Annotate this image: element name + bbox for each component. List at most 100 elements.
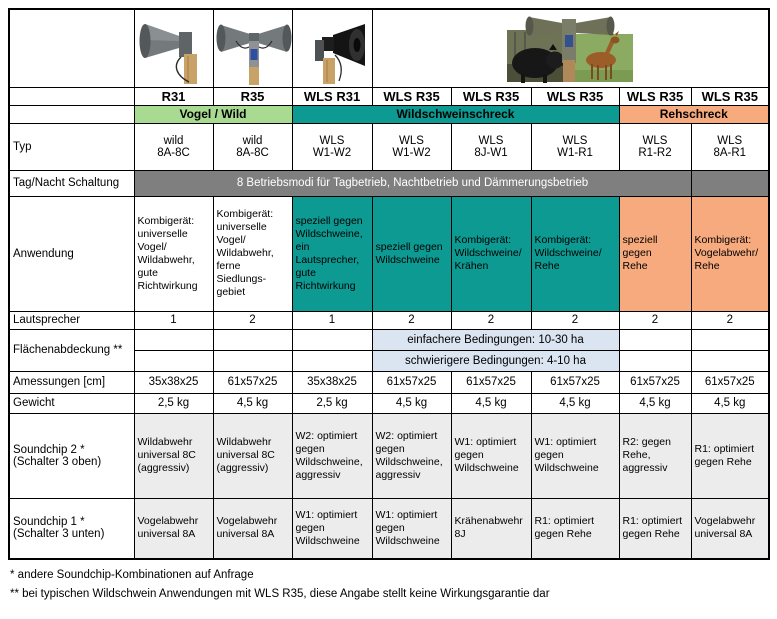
product-image-row xyxy=(8,8,770,88)
soundchip2-row-label: Soundchip 2 * (Schalter 3 oben) xyxy=(8,412,135,499)
typ-row: Typ wild 8A-8C wild 8A-8C WLS W1-W2 WLS … xyxy=(8,122,770,171)
lautsprecher-value-cell: 2 xyxy=(450,310,532,330)
anwendung-value-cell: Kombigerät: Vogelabwehr/ Rehe xyxy=(690,195,770,312)
horn-speaker-single-photo xyxy=(139,24,197,85)
band-rehschreck: Rehschreck xyxy=(618,104,770,124)
typ-row-label: Typ xyxy=(8,122,135,171)
lautsprecher-value-cell: 2 xyxy=(212,310,293,330)
soundchip1-value-cell: R1: optimiert gegen Rehe xyxy=(618,497,692,560)
flaechenabdeckung-row-2: schwierigere Bedingungen: 4-10 ha xyxy=(9,349,770,372)
gewicht-value-cell: 2,5 kg xyxy=(291,392,373,414)
soundchip1-value-cell: Vogelabwehr universal 8A xyxy=(212,497,293,560)
soundchip2-value-cell: R1: optimiert gegen Rehe xyxy=(690,412,770,499)
gewicht-value-cell: 4,5 kg xyxy=(618,392,692,414)
typ-value-cell: WLS W1-W2 xyxy=(291,122,373,171)
soundchip2-value-cell: W1: optimiert gegen Wildschweine xyxy=(450,412,532,499)
wls-r35-image-cell xyxy=(371,8,770,88)
schwierigere-bedingungen-cell: schwierigere Bedingungen: 4-10 ha xyxy=(371,349,620,372)
tag-nacht-row-label: Tag/Nacht Schaltung xyxy=(8,169,135,197)
abmessungen-value-cell: 35x38x25 xyxy=(291,370,373,394)
empty-label-cell xyxy=(8,104,135,124)
typ-value-cell: WLS 8J-W1 xyxy=(450,122,532,171)
band-vogel-wild: Vogel / Wild xyxy=(133,104,293,124)
horn-speaker-double-photo xyxy=(216,24,291,86)
empty-cell xyxy=(690,349,770,372)
gewicht-value-cell: 4,5 kg xyxy=(530,392,620,414)
abmessungen-row: Amessungen [cm] 35x38x25 61x57x25 35x38x… xyxy=(8,370,770,394)
soundchip2-value-cell: R2: gegen Rehe, aggressiv xyxy=(618,412,692,499)
abmessungen-value-cell: 61x57x25 xyxy=(450,370,532,394)
empty-cell xyxy=(133,349,214,372)
soundchip2-value-cell: W1: optimiert gegen Wildschweine xyxy=(530,412,620,499)
anwendung-row: Anwendung Kombigerät: universelle Vogel/… xyxy=(8,195,770,312)
lautsprecher-value-cell: 2 xyxy=(618,310,692,330)
gewicht-value-cell: 2,5 kg xyxy=(133,392,214,414)
abmessungen-value-cell: 61x57x25 xyxy=(690,370,770,394)
anwendung-row-label: Anwendung xyxy=(8,195,135,312)
soundchip1-value-cell: R1: optimiert gegen Rehe xyxy=(530,497,620,560)
anwendung-value-cell: Kombigerät: Wildschweine/ Krähen xyxy=(450,195,532,312)
lautsprecher-value-cell: 2 xyxy=(690,310,770,330)
empty-cell xyxy=(212,328,293,351)
anwendung-value-cell: speziell gegen Rehe xyxy=(618,195,692,312)
soundchip1-value-cell: W1: optimiert gegen Wildschweine xyxy=(371,497,452,560)
tag-nacht-merged-cell: 8 Betriebsmodi für Tagbetrieb, Nachtbetr… xyxy=(133,169,692,197)
flaechenabdeckung-row-label: Flächenabdeckung ** xyxy=(8,328,135,372)
abmessungen-value-cell: 35x38x25 xyxy=(133,370,214,394)
lautsprecher-value-cell: 1 xyxy=(291,310,373,330)
lautsprecher-value-cell: 2 xyxy=(530,310,620,330)
r31-image-cell xyxy=(133,8,214,88)
empty-cell xyxy=(690,328,770,351)
lautsprecher-value-cell: 2 xyxy=(371,310,452,330)
lautsprecher-value-cell: 1 xyxy=(133,310,214,330)
anwendung-value-cell: speziell gegen Wildschweine xyxy=(371,195,452,312)
typ-value-cell: WLS R1-R2 xyxy=(618,122,692,171)
anwendung-value-cell: Kombigerät: universelle Vogel/ Wildabweh… xyxy=(133,195,214,312)
empty-cell xyxy=(291,349,373,372)
gewicht-value-cell: 4,5 kg xyxy=(450,392,532,414)
gewicht-value-cell: 4,5 kg xyxy=(371,392,452,414)
empty-cell xyxy=(618,328,692,351)
abmessungen-value-cell: 61x57x25 xyxy=(618,370,692,394)
typ-value-cell: WLS 8A-R1 xyxy=(690,122,770,171)
typ-value-cell: wild 8A-8C xyxy=(212,122,293,171)
r35-image-cell xyxy=(212,8,293,88)
model-header-wls-r35-2: WLS R35 xyxy=(450,86,532,106)
model-header-row: R31 R35 WLS R31 WLS R35 WLS R35 WLS R35 … xyxy=(8,86,770,106)
tag-nacht-row: Tag/Nacht Schaltung 8 Betriebsmodi für T… xyxy=(8,169,770,197)
typ-value-cell: WLS W1-R1 xyxy=(530,122,620,171)
empty-cell xyxy=(291,328,373,351)
soundchip1-value-cell: Krähenabwehr 8J xyxy=(450,497,532,560)
band-wildschweinschreck: Wildschweinschreck xyxy=(291,104,620,124)
abmessungen-value-cell: 61x57x25 xyxy=(530,370,620,394)
model-header-wls-r35-1: WLS R35 xyxy=(371,86,452,106)
boar-and-deer-with-device-photo xyxy=(507,16,634,84)
gewicht-row: Gewicht 2,5 kg 4,5 kg 2,5 kg 4,5 kg 4,5 … xyxy=(8,392,770,414)
footnote-soundchip: * andere Soundchip-Kombinationen auf Anf… xyxy=(10,569,254,581)
lautsprecher-row: Lautsprecher 1 2 1 2 2 2 2 2 xyxy=(8,310,770,330)
model-header-r35: R35 xyxy=(212,86,293,106)
abmessungen-value-cell: 61x57x25 xyxy=(371,370,452,394)
model-header-wls-r35-5: WLS R35 xyxy=(690,86,770,106)
category-band-row: Vogel / Wild Wildschweinschreck Rehschre… xyxy=(8,104,770,124)
empty-corner-cell xyxy=(8,8,135,88)
soundchip1-row: Soundchip 1 * (Schalter 3 unten) Vogelab… xyxy=(8,497,770,560)
gewicht-value-cell: 4,5 kg xyxy=(690,392,770,414)
footnotes: * andere Soundchip-Kombinationen auf Anf… xyxy=(8,566,769,604)
einfachere-bedingungen-cell: einfachere Bedingungen: 10-30 ha xyxy=(371,328,620,351)
soundchip2-row: Soundchip 2 * (Schalter 3 oben) Wildabwe… xyxy=(8,412,770,499)
typ-value-cell: wild 8A-8C xyxy=(133,122,214,171)
gewicht-value-cell: 4,5 kg xyxy=(212,392,293,414)
gewicht-row-label: Gewicht xyxy=(8,392,135,414)
soundchip2-value-cell: W2: optimiert gegen Wildschweine, aggres… xyxy=(291,412,373,499)
comparison-sheet: R31 R35 WLS R31 WLS R35 WLS R35 WLS R35 … xyxy=(8,8,771,604)
abmessungen-row-label: Amessungen [cm] xyxy=(8,370,135,394)
footnote-wirkungsgarantie: ** bei typischen Wildschwein Anwendungen… xyxy=(10,588,550,600)
soundchip2-value-cell: Wildabwehr universal 8C (aggressiv) xyxy=(212,412,293,499)
flaechenabdeckung-row-1: Flächenabdeckung ** einfachere Bedingung… xyxy=(8,328,770,372)
soundchip1-value-cell: Vogelabwehr universal 8A xyxy=(690,497,770,560)
pa-horn-speaker-photo xyxy=(314,24,365,85)
soundchip1-value-cell: Vogelabwehr universal 8A xyxy=(133,497,214,560)
empty-cell xyxy=(618,349,692,372)
anwendung-value-cell: Kombigerät: universelle Vogel/ Wildabweh… xyxy=(212,195,293,312)
